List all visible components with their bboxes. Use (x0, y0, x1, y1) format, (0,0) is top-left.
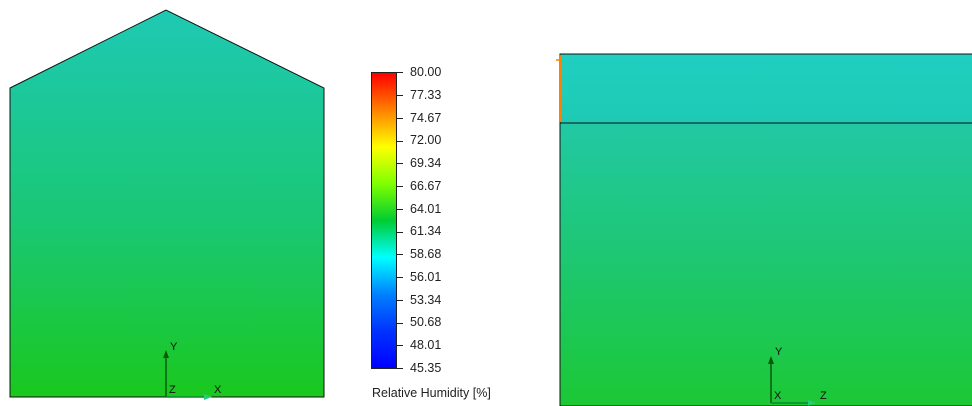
legend-tick-label: 80.00 (397, 65, 441, 79)
legend-tick-label: 48.01 (397, 338, 441, 352)
front-axis-x-label: X (214, 384, 222, 396)
legend-color-bar (371, 72, 397, 369)
side-axis-y-label: Y (775, 346, 783, 358)
legend-tick-label: 74.67 (397, 111, 441, 125)
front-axis-triad: Y X Z (163, 341, 222, 400)
legend-tick-label: 53.34 (397, 293, 441, 307)
side-top-band (559, 53, 972, 124)
side-axis-triad: Y Z X (768, 346, 827, 406)
front-axis-z-label: Z (169, 384, 176, 396)
front-view: Y X Z (9, 9, 325, 400)
legend-tick-label: 77.33 (397, 88, 441, 102)
legend-tick-label: 61.34 (397, 224, 441, 238)
legend-tick-label: 64.01 (397, 202, 441, 216)
legend-tick-label: 72.00 (397, 133, 441, 147)
legend-tick-label: 50.68 (397, 315, 441, 329)
legend-tick-label: 58.68 (397, 247, 441, 261)
front-section-shape (9, 9, 325, 398)
color-legend: 80.00 77.33 74.67 72.00 69.34 66.67 64.01 61.34… (365, 65, 545, 406)
legend-tick-label: 66.67 (397, 179, 441, 193)
side-view: Y Z X (556, 53, 972, 406)
side-axis-x-label: X (774, 390, 782, 402)
legend-tick-label: 56.01 (397, 270, 441, 284)
side-body (559, 122, 972, 406)
side-axis-z-label: Z (820, 390, 827, 402)
legend-tick-label: 45.35 (397, 361, 441, 375)
legend-title: Relative Humidity [%] (372, 386, 491, 400)
front-axis-y-label: Y (170, 341, 178, 353)
legend-tick-label: 69.34 (397, 156, 441, 170)
